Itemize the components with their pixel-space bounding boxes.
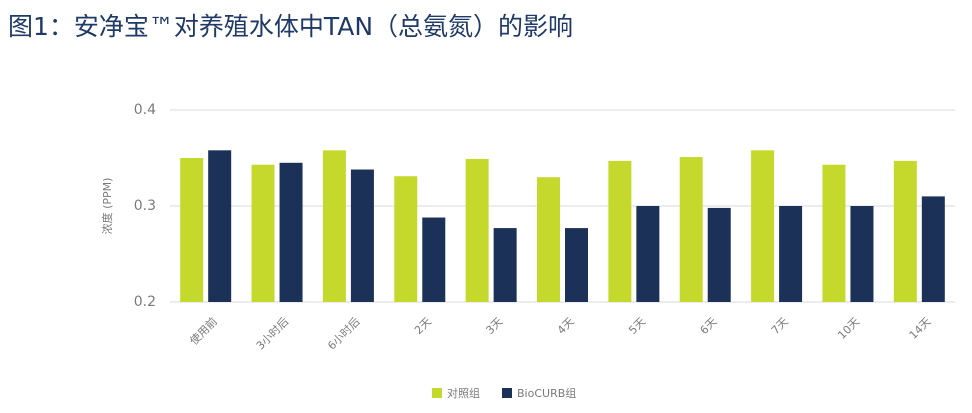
bar xyxy=(751,150,775,302)
bar xyxy=(208,150,232,302)
bar xyxy=(251,164,275,302)
x-tick-label: 7天 xyxy=(769,315,791,337)
y-tick-label: 0.2 xyxy=(134,294,156,310)
x-tick-label: 6小时后 xyxy=(325,315,362,352)
x-tick-label: 4天 xyxy=(555,315,577,337)
bar xyxy=(608,160,632,302)
y-tick-label: 0.4 xyxy=(134,102,156,118)
bar xyxy=(537,177,560,302)
x-tick-label: 3小时后 xyxy=(254,315,291,352)
bar xyxy=(394,176,418,302)
bar xyxy=(822,164,846,302)
y-tick-label: 0.3 xyxy=(134,198,156,214)
x-tick-label: 14天 xyxy=(907,315,934,342)
bar xyxy=(322,150,346,302)
x-tick-label: 6天 xyxy=(698,315,720,337)
x-tick-label: 5天 xyxy=(626,315,648,337)
x-tick-label: 10天 xyxy=(835,315,862,342)
legend-swatch xyxy=(432,388,442,398)
chart-title: 图1：安净宝™对养殖水体中TAN（总氨氮）的影响 xyxy=(8,12,573,41)
bar xyxy=(565,228,588,302)
legend-label: 对照组 xyxy=(447,386,480,400)
legend-swatch xyxy=(502,388,512,398)
bar xyxy=(707,207,731,302)
bar xyxy=(465,158,489,302)
x-tick-label: 3天 xyxy=(483,315,505,337)
y-axis-label: 浓度 (PPM) xyxy=(100,178,114,235)
bar xyxy=(636,206,660,302)
bar xyxy=(779,206,803,302)
x-tick-label: 2天 xyxy=(412,315,434,337)
bar xyxy=(493,228,517,302)
x-tick-label: 使用前 xyxy=(187,314,220,347)
bar xyxy=(921,196,945,302)
bar xyxy=(422,217,446,302)
bar xyxy=(350,169,374,302)
bar xyxy=(180,158,204,302)
bar xyxy=(679,157,703,302)
legend-label: BioCURB组 xyxy=(517,386,576,400)
bar xyxy=(893,160,917,302)
bar xyxy=(850,206,874,302)
bar xyxy=(279,162,303,302)
